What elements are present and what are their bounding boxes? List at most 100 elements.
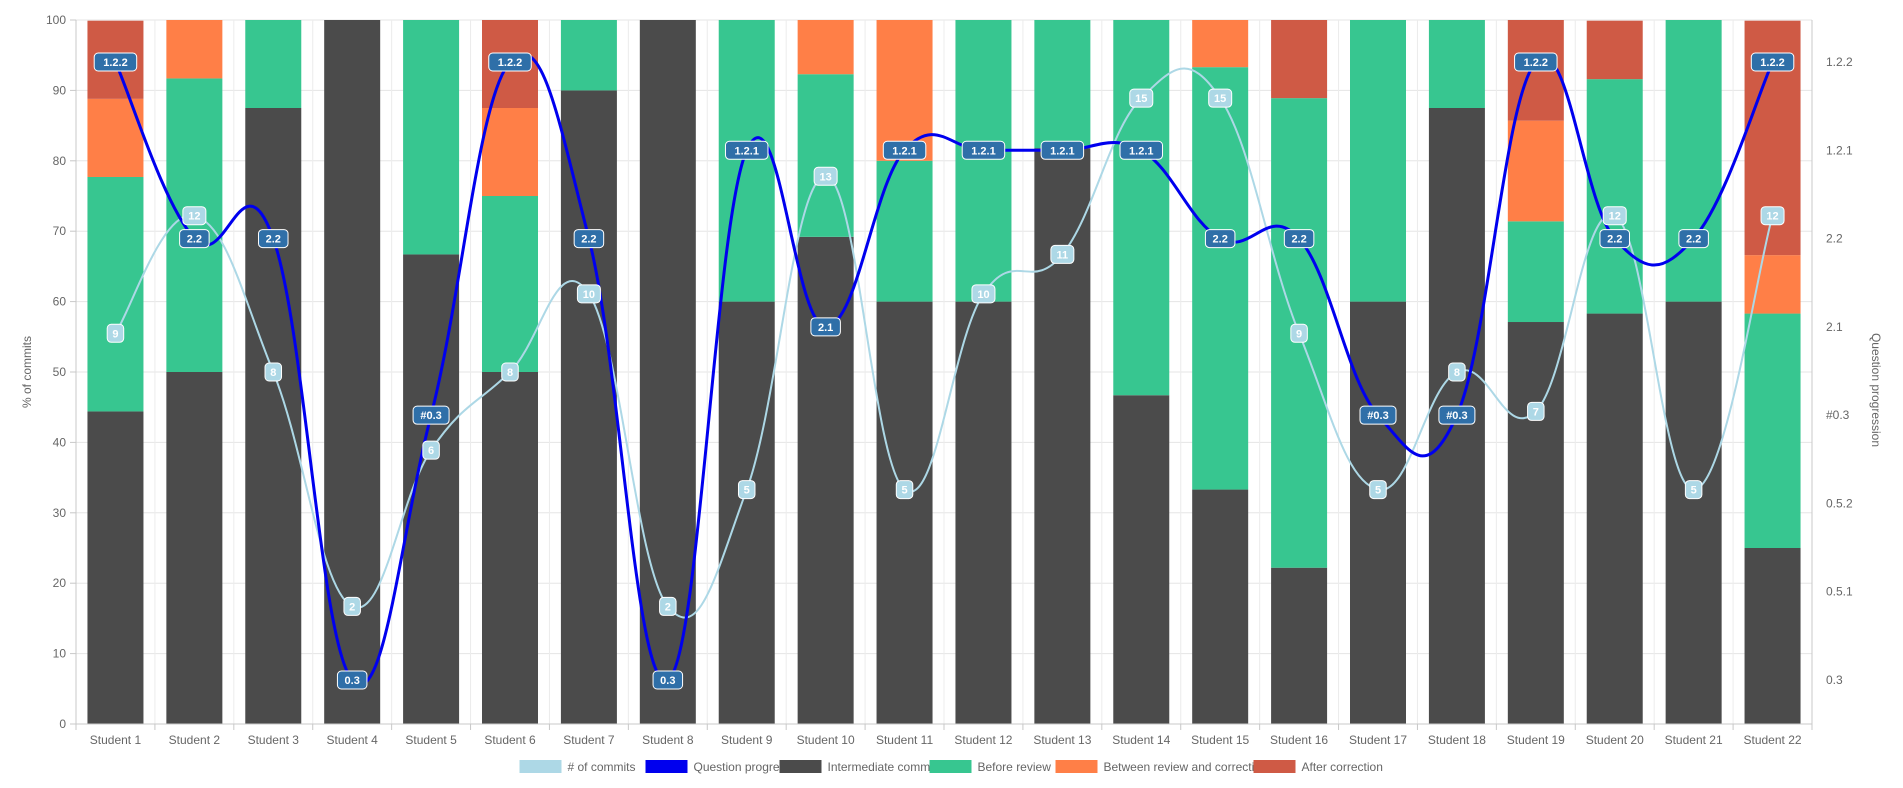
bar-segment: [1192, 20, 1249, 68]
legend-swatch: [519, 760, 562, 773]
y-tick-label: 60: [53, 295, 67, 309]
progression-data-label: #0.3: [1446, 410, 1467, 422]
x-tick-label: Student 4: [326, 733, 378, 747]
progression-data-label: 2.2: [1213, 234, 1228, 246]
commits-data-label: 8: [507, 367, 513, 379]
x-tick-label: Student 20: [1586, 733, 1644, 747]
commits-data-label-bg: [576, 284, 601, 304]
bar-segment: [1665, 20, 1722, 302]
progression-data-label: 1.2.1: [1050, 145, 1074, 157]
bar-segment: [876, 20, 933, 161]
commits-data-label-bg: [1369, 480, 1387, 500]
x-tick-label: Student 5: [405, 733, 457, 747]
y-right-tick-label: 0.3: [1826, 673, 1843, 687]
bar-segment: [955, 301, 1012, 724]
legend-swatch: [779, 760, 822, 773]
y-axis-title: % of commits: [20, 336, 34, 408]
progression-data-label: 0.3: [660, 675, 675, 687]
legend-label: Intermediate commit: [828, 760, 937, 774]
legend-label: After correction: [1302, 760, 1383, 774]
bar-segment: [1586, 313, 1643, 724]
commits-data-label-bg: [1290, 323, 1308, 343]
legend: # of commits Question progression Intermed…: [519, 760, 1383, 774]
progression-data-label: #0.3: [1367, 410, 1388, 422]
progression-data-label-bg: [258, 229, 289, 249]
commits-data-label-bg: [182, 206, 207, 226]
commits-data-label-bg: [737, 480, 756, 500]
bar-segment: [166, 20, 223, 79]
y-right-tick-label: 2.2: [1826, 232, 1843, 246]
commits-data-label: 12: [1609, 211, 1621, 223]
y-tick-label: 70: [53, 224, 67, 238]
x-tick-label: Student 15: [1191, 733, 1249, 747]
progression-data-label-bg: [412, 405, 450, 425]
y-tick-label: 30: [53, 506, 67, 520]
y-right-tick-label: 0.5.2: [1826, 496, 1853, 510]
axes: 0 10 20 30 40 50 60 70 80 90 100 Student 1 Student 2…: [46, 13, 1853, 747]
progression-data-label: 1.2.1: [971, 145, 995, 157]
bar-segment: [1428, 20, 1485, 108]
y-right-tick-label: 1.2.1: [1826, 143, 1853, 157]
progression-data-label: 2.2: [187, 234, 202, 246]
y-right-tick-label: #0.3: [1826, 408, 1850, 422]
progression-data-label-bg: [336, 670, 368, 690]
progression-data-label: 2.2: [1607, 234, 1622, 246]
bar-segment: [482, 108, 538, 196]
progression-data-label: #0.3: [420, 410, 441, 422]
commits-data-label: 5: [1375, 485, 1381, 497]
bar-segment: [482, 196, 538, 372]
commits-data-label: 15: [1214, 93, 1226, 105]
x-tick-label: Student 17: [1349, 733, 1407, 747]
bar-segment: [1192, 489, 1249, 724]
bar-segment: [1507, 221, 1564, 323]
bar-segment: [245, 20, 302, 108]
commits-data-label: 11: [1057, 249, 1069, 261]
commits-data-label-bg: [1684, 480, 1703, 500]
y-tick-label: 0: [59, 717, 66, 731]
legend-label: Before review: [978, 760, 1052, 774]
legend-swatch: [929, 760, 972, 773]
x-tick-label: Student 9: [721, 733, 773, 747]
progression-data-label: 1.2.1: [892, 145, 916, 157]
commits-data-label: 12: [188, 211, 200, 223]
bar-segment: [1350, 20, 1406, 302]
progression-data-label-bg: [1040, 140, 1085, 160]
y-tick-label: 80: [53, 154, 67, 168]
bar-segment: [797, 20, 854, 75]
progression-data-label-bg: [179, 229, 210, 249]
commits-data-label: 5: [1691, 485, 1697, 497]
bar-segment: [403, 20, 460, 255]
commits-data-label-bg: [1208, 88, 1233, 108]
bar-segment: [1271, 567, 1328, 724]
bar-segment: [560, 20, 617, 91]
commits-data-label-bg: [106, 323, 125, 343]
progression-data-label-bg: [724, 140, 769, 160]
progression-data-label-bg: [1438, 405, 1476, 425]
bar-segment: [1034, 20, 1091, 149]
commits-data-label-bg: [264, 362, 283, 382]
bar-segment: [1744, 313, 1801, 548]
x-tick-label: Student 18: [1428, 733, 1486, 747]
commits-data-label: 9: [112, 328, 118, 340]
progression-data-label: 2.2: [266, 234, 281, 246]
bar-segment: [718, 301, 775, 724]
y-right-tick-label: 0.5.1: [1826, 585, 1853, 599]
x-tick-label: Student 19: [1507, 733, 1565, 747]
commits-data-label-bg: [1760, 206, 1785, 226]
bar-segment: [876, 301, 933, 724]
progression-data-label: 1.2.2: [498, 57, 522, 69]
commits-data-label: 10: [977, 289, 989, 301]
bar-segment: [1350, 301, 1406, 724]
progression-data-label-bg: [961, 140, 1006, 160]
bar-segment: [876, 160, 933, 302]
commits-data-label-bg: [659, 596, 677, 616]
commits-data-label-bg: [1129, 88, 1154, 108]
progression-data-label-bg: [1119, 140, 1164, 160]
y-tick-label: 20: [53, 576, 67, 590]
progression-data-label: 1.2.2: [103, 57, 127, 69]
bar-segment: [87, 411, 144, 724]
x-tick-label: Student 11: [876, 733, 933, 747]
bar-segment: [1586, 20, 1643, 80]
progression-data-label-bg: [1283, 229, 1315, 249]
progression-data-label-bg: [1750, 52, 1795, 72]
